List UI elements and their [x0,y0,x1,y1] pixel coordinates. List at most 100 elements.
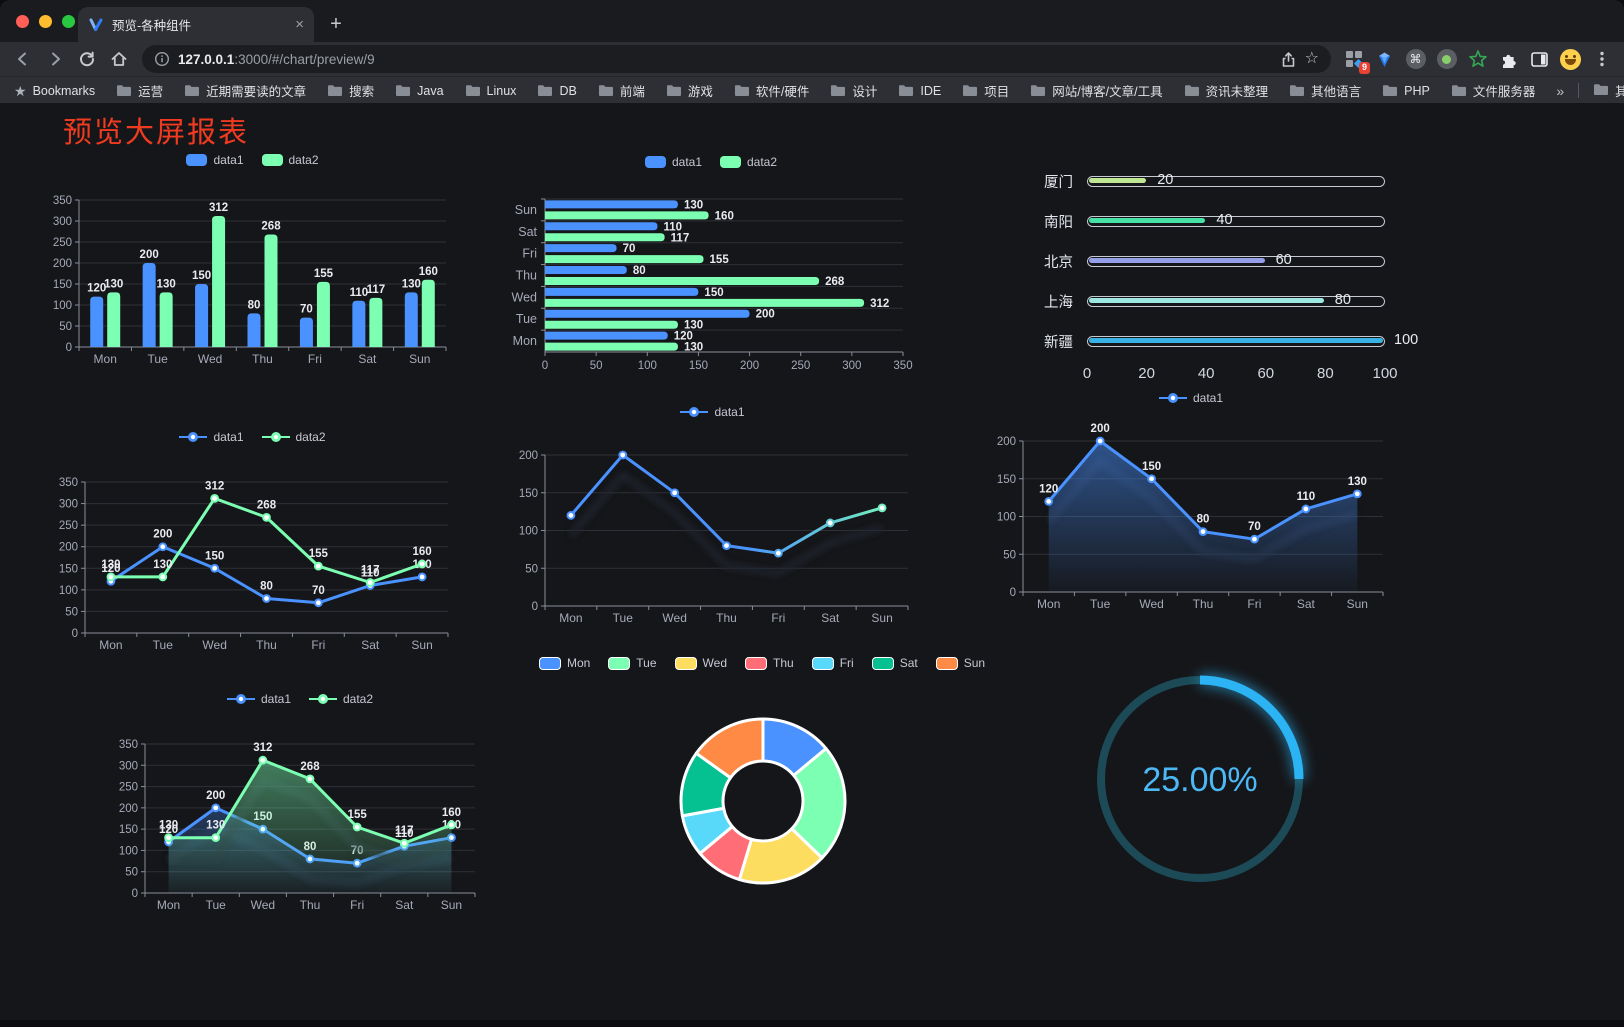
svg-text:200: 200 [140,249,159,261]
bookmark-folder-item[interactable]: 设计 [830,81,877,100]
reload-button[interactable] [72,45,102,73]
side-panel-icon[interactable] [1525,45,1554,73]
bookmarks-manager-item[interactable]: ★ Bookmarks [14,84,95,98]
legend-label: Mon [566,656,591,670]
legend-label: data1 [260,692,291,706]
grouped-bar-chart: data1 data2 0 50 100 150 200 250 300 350 Mon Tue Wed… [45,148,460,373]
bookmark-star-icon[interactable]: ☆ [1304,50,1319,67]
svg-text:150: 150 [1142,461,1161,473]
legend-item[interactable]: data1 [644,155,702,169]
bar [159,292,173,347]
bookmark-label: 搜索 [349,85,375,99]
legend-item[interactable]: data2 [309,692,373,706]
url-text[interactable]: 127.0.0.1:3000/#/chart/preview/9 [178,52,375,67]
legend-item[interactable]: data1 [1158,391,1223,405]
svg-text:80: 80 [633,265,646,277]
svg-text:Mon: Mon [94,352,117,366]
legend-item[interactable]: Fri [811,656,854,670]
svg-text:70: 70 [1248,521,1261,533]
bookmark-folder-item[interactable]: 文件服务器 [1451,81,1536,100]
forward-button[interactable] [40,45,70,73]
extension-grid-icon[interactable]: 9 [1339,45,1370,74]
site-info-icon[interactable] [154,51,170,67]
svg-text:120: 120 [159,824,178,836]
bar [404,292,418,347]
site-favicon-icon [88,17,104,33]
chart-legend: data1 [505,405,920,419]
gem-extension-icon[interactable] [1370,45,1399,73]
emoji-profile-icon[interactable] [1556,45,1585,73]
back-button[interactable] [8,45,38,73]
other-bookmarks-folder[interactable]: 其他书签 [1593,81,1624,100]
bookmarks-overflow-chevron[interactable]: » [1556,82,1565,99]
legend-item[interactable]: Wed [674,656,727,670]
share-icon[interactable] [1280,51,1297,68]
svg-text:200: 200 [519,450,538,462]
point-markers: 120 200 150 80 70 110 130 [101,529,432,608]
home-button[interactable] [104,45,134,73]
legend-item[interactable]: data1 [186,153,244,167]
bookmark-folder-item[interactable]: 项目 [962,81,1009,100]
svg-text:Mon: Mon [513,334,537,348]
new-tab-button[interactable]: + [330,12,342,35]
page-title: 预览大屏报表 [63,117,250,149]
legend-item[interactable]: data1 [226,692,291,706]
legend-item[interactable]: Sun [935,656,985,670]
horizontal-bar-chart: data1 data2 0 50 100 150 200 250 300 350 Sun 130 160… [497,150,925,376]
command-extension-icon[interactable]: ⌘ [1401,45,1430,73]
zoom-window-button[interactable] [62,15,75,28]
star-extension-icon[interactable] [1463,45,1492,73]
tab-close-icon[interactable]: × [295,16,304,33]
bookmark-folder-item[interactable]: DB [537,84,577,98]
dashboard-page: 预览大屏报表 data1 data2 0 50 100 150 200 250 300 350 Mo… [0,103,1624,1027]
legend-item[interactable]: Sat [871,656,918,670]
legend-item[interactable]: Thu [745,656,794,670]
bookmark-folder-item[interactable]: 网站/博客/文章/工具 [1030,81,1163,100]
bookmark-folder-item[interactable]: 资讯未整理 [1184,81,1268,100]
svg-text:350: 350 [53,195,72,207]
bookmark-folder-item[interactable]: 前端 [598,81,645,100]
chart-legend: Mon Tue Wed Thu Fri Sat Sun [538,656,985,670]
bookmark-folder-item[interactable]: Java [395,84,444,98]
legend-item[interactable]: data2 [720,155,777,169]
svg-text:0: 0 [66,342,72,354]
legend-item[interactable]: data2 [261,153,319,167]
legend-item[interactable]: data1 [680,405,745,419]
bookmark-folder-item[interactable]: IDE [898,84,941,98]
svg-text:200: 200 [1091,423,1110,435]
close-window-button[interactable] [16,15,29,28]
data-point [365,578,375,587]
svg-text:130: 130 [1348,476,1367,488]
legend-item[interactable]: data2 [261,430,326,444]
svg-text:0: 0 [1010,587,1016,599]
url-bar[interactable]: 127.0.0.1:3000/#/chart/preview/9 ☆ [142,45,1331,73]
bookmark-folder-item[interactable]: 搜索 [327,81,374,100]
svg-text:110: 110 [361,568,380,580]
bookmark-folder-item[interactable]: PHP [1382,84,1430,98]
legend-label: data1 [213,430,244,444]
bookmark-folder-item[interactable]: 其他语言 [1289,81,1361,100]
minimize-window-button[interactable] [39,15,52,28]
bookmark-folder-item[interactable]: Linux [465,84,516,98]
bookmark-folder-item[interactable]: 运营 [116,81,163,100]
legend-item[interactable]: Mon [538,656,591,670]
bar [545,211,709,220]
bookmark-label: 文件服务器 [1472,85,1536,99]
pie-slice-Sun [694,717,765,780]
bookmark-folder-item[interactable]: 游戏 [666,81,713,100]
bar [545,309,750,318]
bookmark-folder-item[interactable]: 软件/硬件 [734,81,809,100]
legend-item[interactable]: Tue [608,656,657,670]
data-point [417,559,427,569]
bookmark-folder-item[interactable]: 近期需要读的文章 [184,81,306,100]
point-markers: 130 130 312 268 155 117 160 [159,742,461,848]
legend-item[interactable]: data1 [179,430,244,444]
browser-tab[interactable]: 预览-各种组件 × [78,7,314,42]
browser-menu-kebab-icon[interactable] [1587,45,1616,73]
browser-toolbar: 127.0.0.1:3000/#/chart/preview/9 ☆ 9 ⌘ [0,42,1624,76]
svg-text:250: 250 [791,360,810,372]
window-bottom-edge [0,1020,1624,1027]
extensions-puzzle-icon[interactable] [1494,45,1523,73]
svg-text:Tue: Tue [153,638,174,652]
record-extension-icon[interactable] [1432,45,1461,73]
